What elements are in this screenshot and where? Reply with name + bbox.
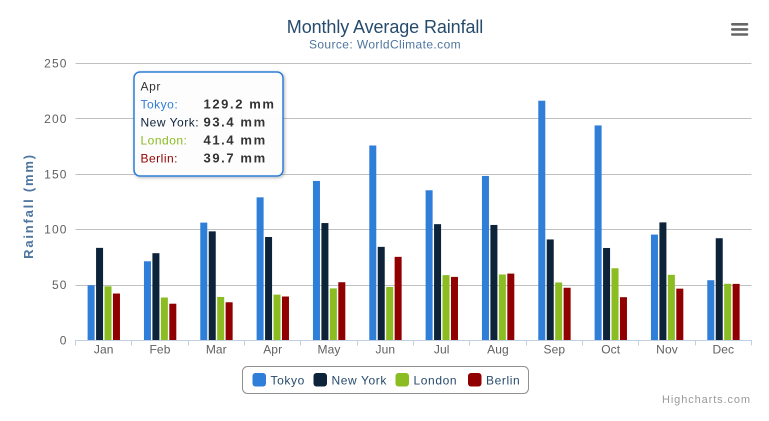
svg-text:Tokyo: Tokyo [271, 373, 305, 387]
svg-text:New York:: New York: [141, 116, 200, 130]
svg-text:Sep: Sep [543, 343, 565, 357]
svg-text:Highcharts.com: Highcharts.com [662, 394, 751, 406]
svg-text:Nov: Nov [656, 343, 678, 357]
svg-text:Apr: Apr [263, 343, 282, 357]
svg-text:Berlin:: Berlin: [141, 152, 179, 166]
svg-text:39.7 mm: 39.7 mm [204, 151, 267, 166]
svg-text:41.4 mm: 41.4 mm [204, 133, 267, 148]
svg-text:129.2 mm: 129.2 mm [204, 97, 276, 112]
svg-text:Monthly Average Rainfall: Monthly Average Rainfall [287, 17, 483, 37]
svg-text:London:: London: [141, 134, 188, 148]
svg-text:Rainfall (mm): Rainfall (mm) [21, 153, 36, 259]
svg-text:Tokyo:: Tokyo: [141, 98, 179, 112]
svg-text:Dec: Dec [712, 343, 734, 357]
svg-text:New York: New York [332, 373, 388, 387]
svg-text:London: London [414, 373, 458, 387]
svg-text:150: 150 [44, 167, 67, 181]
svg-text:Source: WorldClimate.com: Source: WorldClimate.com [309, 38, 461, 52]
svg-text:Mar: Mar [206, 343, 227, 357]
svg-text:Jul: Jul [434, 343, 450, 357]
svg-text:Jan: Jan [94, 343, 114, 357]
svg-text:Berlin: Berlin [486, 373, 520, 387]
svg-text:Jun: Jun [375, 343, 395, 357]
svg-text:Feb: Feb [150, 343, 171, 357]
svg-text:93.4 mm: 93.4 mm [204, 115, 267, 130]
svg-text:250: 250 [44, 57, 67, 71]
svg-text:Aug: Aug [487, 343, 509, 357]
svg-text:Oct: Oct [601, 343, 621, 357]
svg-text:50: 50 [52, 278, 68, 292]
svg-text:100: 100 [44, 223, 67, 237]
svg-text:0: 0 [60, 334, 68, 348]
svg-text:May: May [318, 343, 341, 357]
svg-text:200: 200 [44, 112, 67, 126]
svg-text:Apr: Apr [141, 80, 161, 94]
